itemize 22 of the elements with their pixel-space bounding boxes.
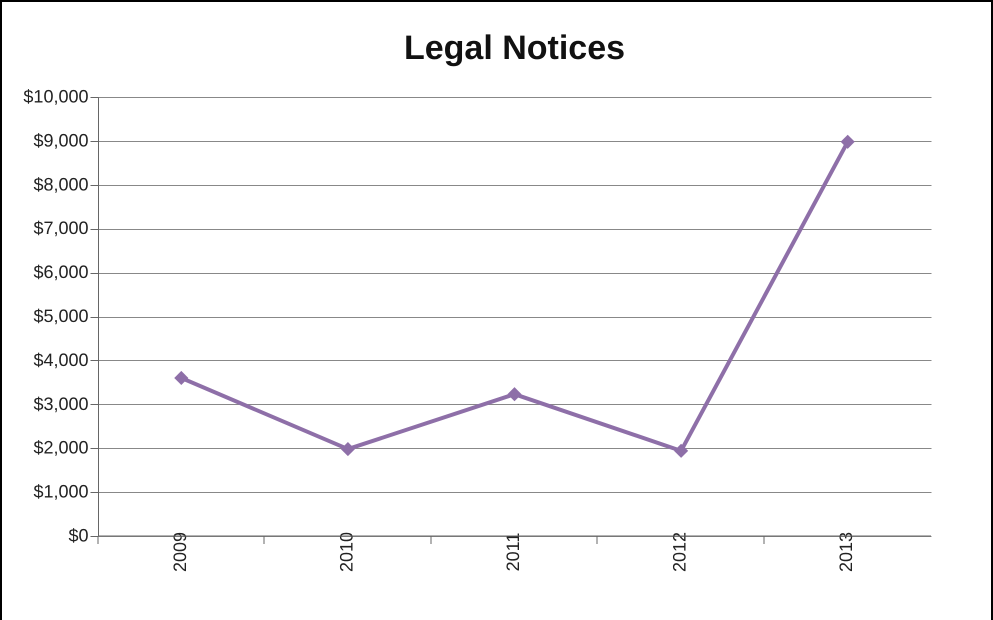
y-tick-label: $8,000	[33, 174, 88, 194]
x-tick-label: 2012	[670, 532, 690, 572]
y-tick-label: $1,000	[33, 482, 88, 502]
x-tick-label: 2009	[170, 532, 190, 572]
point	[507, 387, 522, 402]
y-tick-label: $2,000	[33, 438, 88, 458]
y-tick-label: $3,000	[33, 394, 88, 414]
y-tick-label: $0	[68, 526, 88, 546]
point	[174, 370, 188, 386]
chart-title: Legal Notices	[404, 29, 626, 67]
point	[340, 442, 355, 456]
y-tick-label: $5,000	[33, 306, 88, 326]
y-tick-label: $6,000	[33, 262, 88, 282]
y-tick-label: $9,000	[33, 130, 88, 150]
x-tick-label: 2011	[503, 532, 523, 572]
point	[674, 444, 688, 458]
y-tick-label: $4,000	[33, 350, 88, 370]
y-tick-label: $10,000	[23, 86, 88, 106]
x-tick-label: 2010	[336, 532, 356, 572]
point	[840, 134, 855, 149]
y-tick-label: $7,000	[33, 218, 88, 238]
x-tick-label: 2013	[836, 532, 856, 572]
